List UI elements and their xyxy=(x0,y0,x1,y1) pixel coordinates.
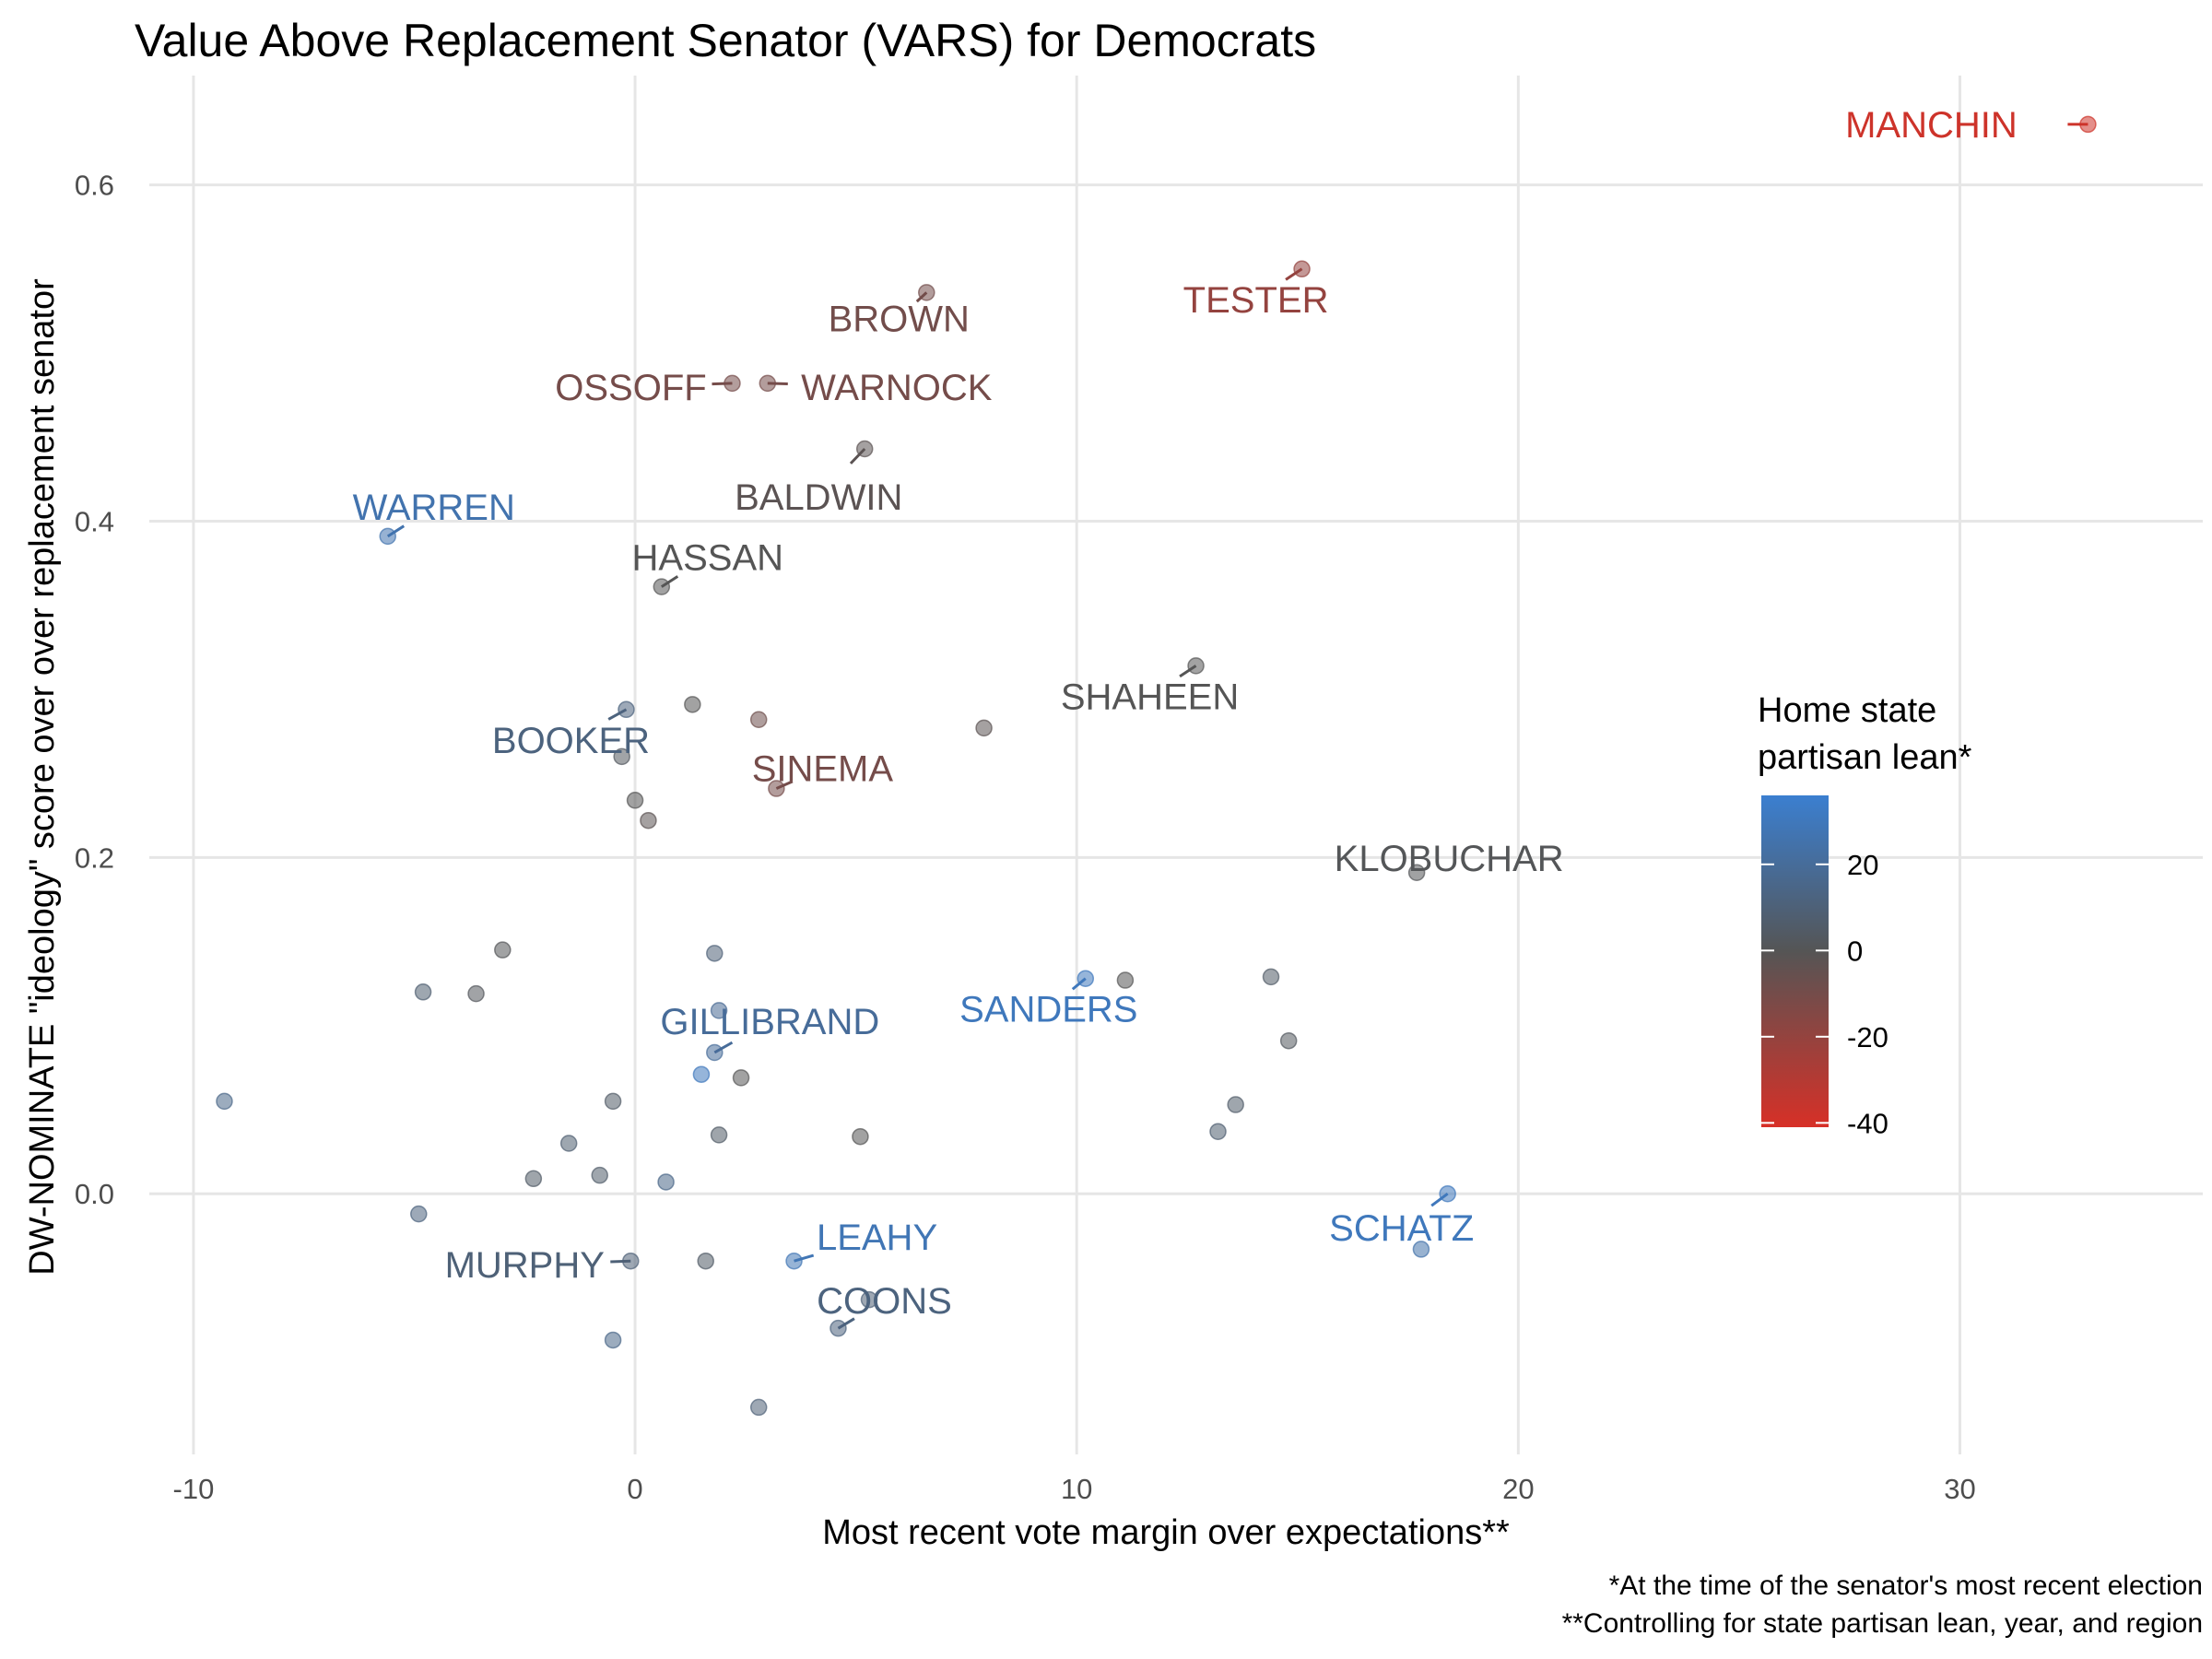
data-point xyxy=(732,1069,750,1087)
y-tick-label: 0.6 xyxy=(75,170,114,202)
senator-label-manchin: MANCHIN xyxy=(1845,105,2018,146)
data-point xyxy=(613,747,630,766)
data-point xyxy=(604,1331,622,1349)
senator-label-sinema: SINEMA xyxy=(752,749,894,790)
data-point-brown xyxy=(918,284,935,301)
data-point-manchin xyxy=(2079,115,2097,134)
data-points xyxy=(216,115,2097,1417)
senator-label-brown: BROWN xyxy=(829,299,970,339)
senator-label-klobuchar: KLOBUCHAR xyxy=(1335,839,1564,879)
color-legend: Home state partisan lean* 20 0 -20 -40 xyxy=(1758,691,1972,1139)
senator-label-gillibrand: GILLIBRAND xyxy=(660,1002,879,1042)
data-point xyxy=(640,811,657,830)
data-point xyxy=(697,1252,714,1270)
data-point-shaheen xyxy=(1187,657,1205,675)
data-point-murphy xyxy=(622,1252,640,1270)
data-point xyxy=(414,983,432,1001)
x-tick-label: -10 xyxy=(173,1473,215,1505)
legend-color-bar xyxy=(1761,795,1829,1127)
x-tick-label: 0 xyxy=(627,1473,642,1505)
legend-tick-label: -20 xyxy=(1847,1021,1888,1053)
data-point xyxy=(860,1290,878,1309)
data-point xyxy=(410,1205,428,1223)
data-point xyxy=(1262,968,1280,986)
x-axis-tick-labels: -10 0 10 20 30 xyxy=(173,1473,1976,1505)
data-point xyxy=(1279,1031,1298,1050)
legend-title-line-1: Home state xyxy=(1758,691,1936,730)
senator-label-coons: COONS xyxy=(817,1281,952,1322)
senator-label-warren: WARREN xyxy=(353,488,515,528)
data-point-warnock xyxy=(759,374,777,393)
data-point-ossoff xyxy=(724,374,741,393)
x-tick-label: 20 xyxy=(1502,1473,1534,1505)
caption-line-1: *At the time of the senator's most recen… xyxy=(1609,1571,2203,1601)
x-tick-label: 30 xyxy=(1944,1473,1975,1505)
data-point xyxy=(975,719,993,737)
data-point-warren xyxy=(379,527,396,546)
legend-tick-label: 20 xyxy=(1847,849,1878,881)
senator-label-shaheen: SHAHEEN xyxy=(1061,677,1239,717)
data-point xyxy=(706,945,724,962)
senator-label-sanders: SANDERS xyxy=(959,990,1137,1030)
data-point-leahy xyxy=(785,1252,803,1270)
data-point-gillibrand xyxy=(706,1043,724,1062)
data-point xyxy=(710,1002,728,1019)
senator-label-leahy: LEAHY xyxy=(817,1218,937,1258)
data-point-coons xyxy=(830,1319,847,1337)
data-point-booker xyxy=(618,700,635,719)
data-point xyxy=(524,1170,543,1188)
data-point-klobuchar xyxy=(1407,864,1426,882)
senator-labels: MANCHIN TESTER BROWN OSSOFF WARNOCK BALDWIN WA… xyxy=(353,105,2018,1322)
data-point-baldwin xyxy=(855,440,874,458)
legend-ticks: 20 0 -20 -40 xyxy=(1761,849,1888,1139)
legend-tick-label: 0 xyxy=(1847,935,1863,967)
data-point xyxy=(692,1065,711,1083)
data-point xyxy=(559,1135,578,1152)
data-point-hassan xyxy=(653,578,671,595)
legend-tick-label: -40 xyxy=(1847,1107,1888,1139)
grid-lines xyxy=(149,76,2203,1454)
senator-label-tester: TESTER xyxy=(1183,280,1329,321)
data-point xyxy=(467,984,485,1003)
data-point xyxy=(591,1166,608,1184)
data-point xyxy=(1116,971,1135,989)
y-axis-title: DW-NOMINATE "ideology" score over over r… xyxy=(23,278,62,1276)
data-point xyxy=(494,941,512,959)
x-axis-title: Most recent vote margin over expectation… xyxy=(822,1513,1510,1552)
y-axis-tick-labels: 0.0 0.2 0.4 0.6 xyxy=(75,170,114,1211)
data-point xyxy=(749,1398,768,1417)
data-point xyxy=(604,1092,622,1111)
data-point xyxy=(626,792,644,809)
y-tick-label: 0.4 xyxy=(75,505,114,537)
senator-label-booker: BOOKER xyxy=(492,721,650,761)
data-point xyxy=(684,696,701,713)
data-point xyxy=(657,1173,675,1191)
senator-label-ossoff: OSSOFF xyxy=(555,368,706,408)
x-tick-label: 10 xyxy=(1061,1473,1092,1505)
data-point xyxy=(749,711,768,728)
caption-line-2: **Controlling for state partisan lean, y… xyxy=(1562,1608,2203,1639)
data-point-sanders xyxy=(1077,970,1095,987)
data-point-tester xyxy=(1293,260,1311,278)
legend-title-line-2: partisan lean* xyxy=(1758,738,1972,777)
data-point xyxy=(710,1126,728,1144)
senator-label-murphy: MURPHY xyxy=(445,1245,605,1286)
senator-label-baldwin: BALDWIN xyxy=(735,477,902,518)
senator-label-hassan: HASSAN xyxy=(632,538,784,579)
y-tick-label: 0.0 xyxy=(75,1178,114,1210)
data-point-sinema xyxy=(768,780,785,797)
y-tick-label: 0.2 xyxy=(75,841,114,874)
data-point xyxy=(852,1127,869,1146)
chart-title: Value Above Replacement Senator (VARS) f… xyxy=(135,15,1316,66)
senator-label-schatz: SCHATZ xyxy=(1329,1208,1474,1249)
senator-label-warnock: WARNOCK xyxy=(801,368,993,408)
data-point-schatz xyxy=(1439,1184,1456,1203)
data-point xyxy=(216,1092,233,1111)
data-point xyxy=(1227,1096,1244,1113)
data-point xyxy=(1209,1123,1227,1140)
data-point xyxy=(1412,1241,1430,1258)
